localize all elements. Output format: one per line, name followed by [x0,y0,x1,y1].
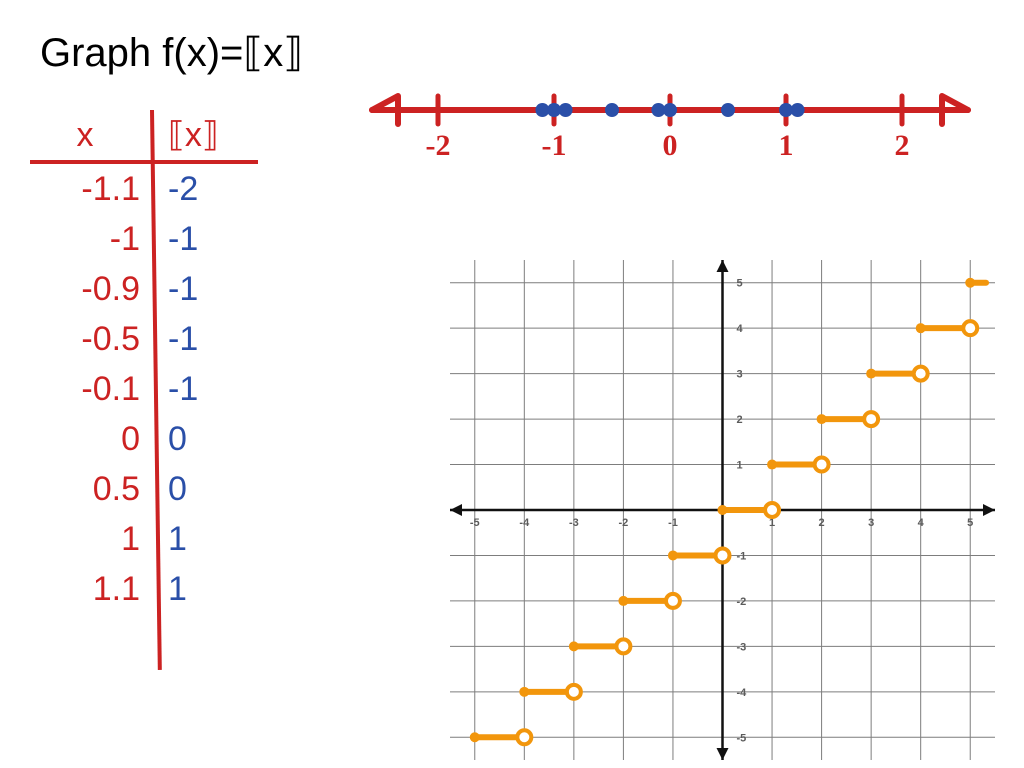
page-title: Graph f(x)=⟦x⟧ [40,30,303,76]
table-row: -0.9-1 [30,264,258,314]
table-row: -1-1 [30,214,258,264]
svg-text:-4: -4 [737,687,748,699]
cell-x: -1.1 [30,170,150,209]
cell-x: -0.1 [30,370,150,409]
svg-text:-3: -3 [569,517,579,529]
svg-text:-5: -5 [470,517,480,529]
svg-text:-2: -2 [619,517,629,529]
table-row: 0.50 [30,464,258,514]
cell-y: 1 [150,570,258,609]
svg-text:3: 3 [737,369,743,381]
svg-text:-1: -1 [737,550,747,562]
cell-y: 1 [150,520,258,559]
cell-y: -1 [150,220,258,259]
value-table: x ⟦x⟧ -1.1-2-1-1-0.9-1-0.5-1-0.1-1000.50… [30,110,258,614]
svg-text:3: 3 [868,517,874,529]
svg-text:-1: -1 [668,517,678,529]
header-x: x [30,116,150,155]
svg-text:0: 0 [663,129,678,162]
cell-y: -1 [150,320,258,359]
cell-x: 1.1 [30,570,150,609]
svg-text:2: 2 [737,414,743,426]
svg-text:4: 4 [737,323,744,335]
cell-y: 0 [150,420,258,459]
table-row: -1.1-2 [30,164,258,214]
table-row: -0.5-1 [30,314,258,364]
cell-y: 0 [150,470,258,509]
svg-text:-3: -3 [737,641,747,653]
svg-text:5: 5 [737,278,743,290]
cell-x: -0.5 [30,320,150,359]
table-header-row: x ⟦x⟧ [30,110,258,164]
cell-x: -1 [30,220,150,259]
table-row: -0.1-1 [30,364,258,414]
cell-x: 0 [30,420,150,459]
svg-text:1: 1 [737,460,743,472]
number-line: -2 -1 0 1 2 [350,70,990,170]
table-row: 11 [30,514,258,564]
svg-text:2: 2 [819,517,825,529]
cell-y: -1 [150,370,258,409]
cell-x: 0.5 [30,470,150,509]
svg-text:4: 4 [918,517,925,529]
header-y: ⟦x⟧ [150,115,258,155]
cell-y: -1 [150,270,258,309]
svg-text:-2: -2 [426,129,451,162]
svg-text:-4: -4 [519,517,530,529]
svg-text:-1: -1 [542,129,567,162]
table-row: 1.11 [30,564,258,614]
svg-text:1: 1 [779,129,794,162]
cell-x: 1 [30,520,150,559]
svg-text:-5: -5 [737,732,747,744]
table-row: 00 [30,414,258,464]
step-chart: -5-4-3-2-112345-5-4-3-2-112345 [450,260,995,760]
svg-text:5: 5 [967,517,973,529]
cell-y: -2 [150,170,258,209]
svg-text:-2: -2 [737,596,747,608]
cell-x: -0.9 [30,270,150,309]
svg-text:2: 2 [895,129,910,162]
table-body: -1.1-2-1-1-0.9-1-0.5-1-0.1-1000.50111.11 [30,164,258,614]
